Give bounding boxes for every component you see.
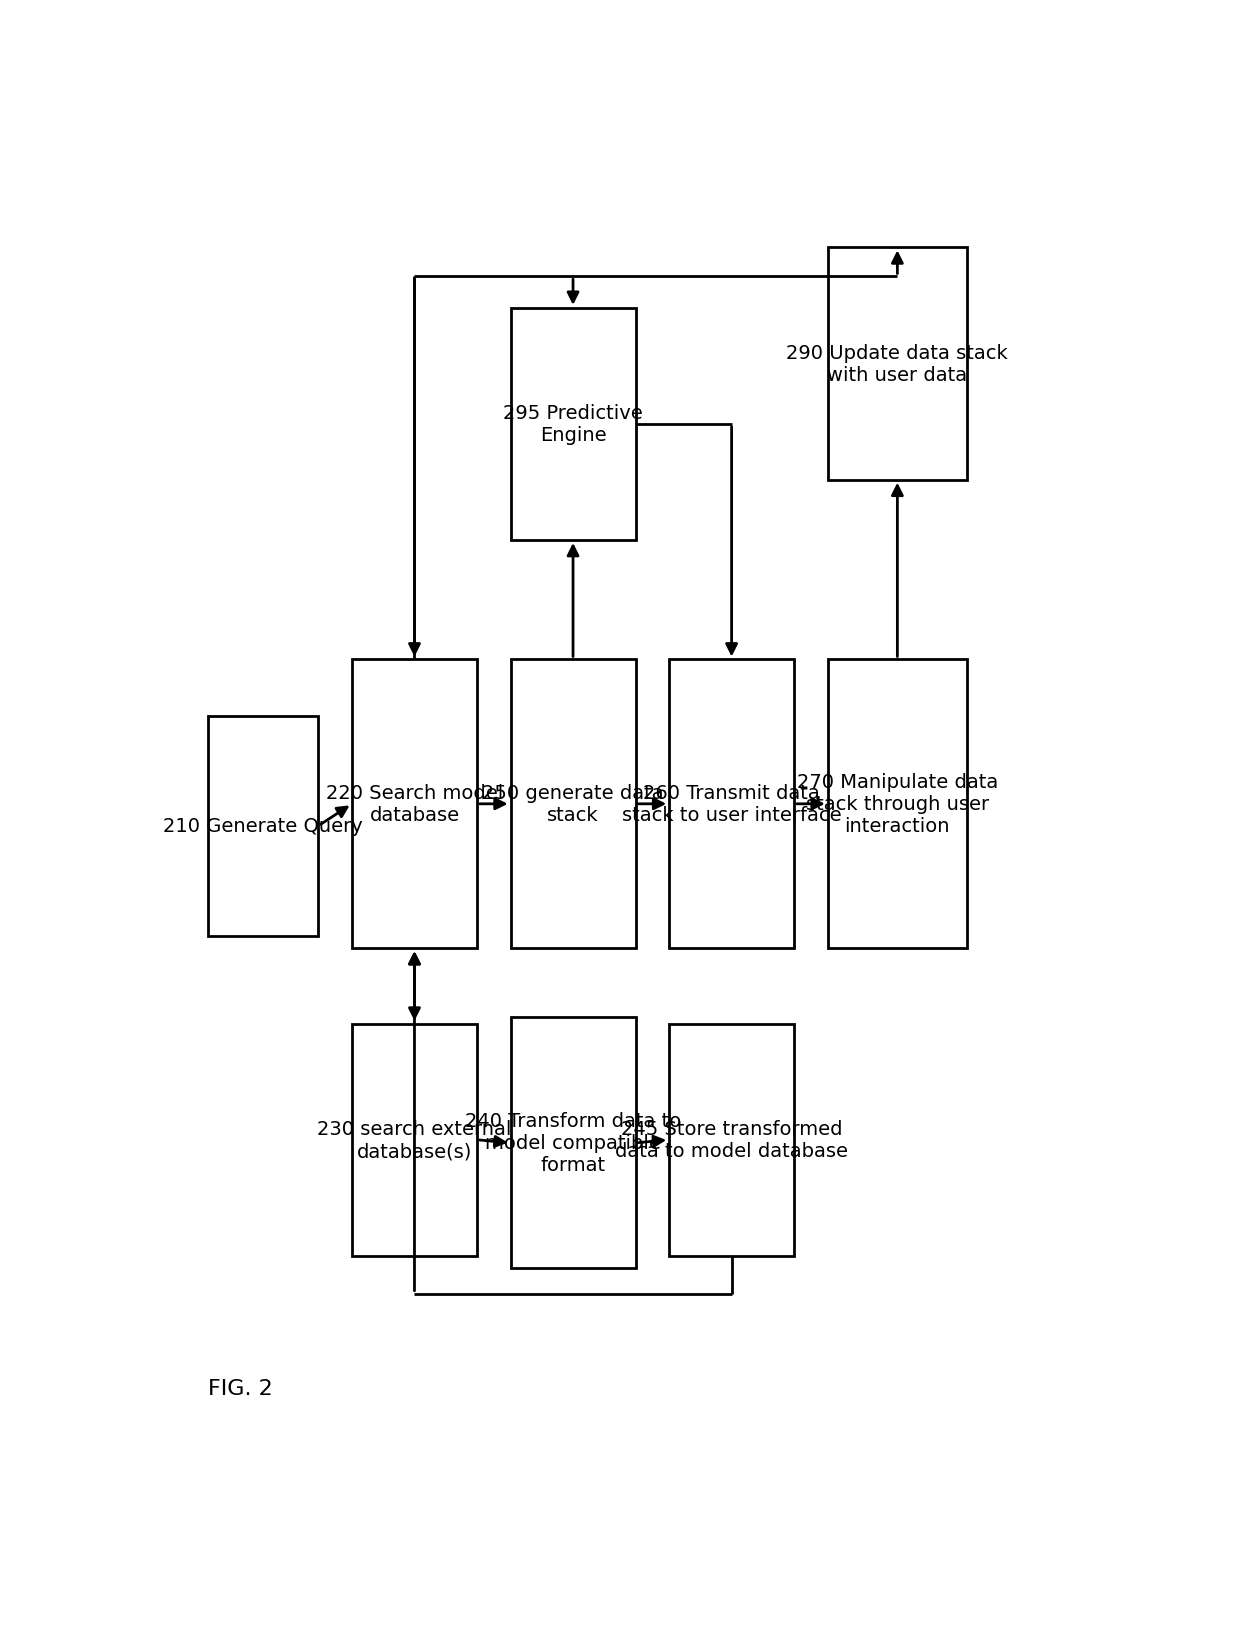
Bar	[511, 308, 635, 541]
Text: 230 search external
database(s): 230 search external database(s)	[317, 1120, 512, 1161]
Text: 240 Transform data to
model compatible
format: 240 Transform data to model compatible f…	[465, 1112, 681, 1175]
Text: 245 Store transformed
data to model database: 245 Store transformed data to model data…	[615, 1120, 848, 1161]
Text: 250 generate data
stack: 250 generate data stack	[482, 784, 663, 825]
Text: 295 Predictive
Engine: 295 Predictive Engine	[503, 404, 642, 445]
Bar	[208, 717, 319, 936]
Bar	[670, 1024, 794, 1257]
Bar	[828, 248, 967, 481]
Text: 220 Search model
database: 220 Search model database	[326, 784, 503, 825]
Bar	[511, 660, 635, 949]
Text: 260 Transmit data
stack to user interface: 260 Transmit data stack to user interfac…	[621, 784, 842, 825]
Bar	[828, 660, 967, 949]
Text: 210 Generate Query: 210 Generate Query	[164, 817, 363, 836]
Bar	[511, 1017, 635, 1268]
Bar	[352, 660, 477, 949]
Text: 290 Update data stack
with user data: 290 Update data stack with user data	[786, 344, 1008, 385]
Text: FIG. 2: FIG. 2	[208, 1377, 273, 1399]
Text: 270 Manipulate data
stack through user
interaction: 270 Manipulate data stack through user i…	[797, 773, 998, 836]
Bar	[670, 660, 794, 949]
Bar	[352, 1024, 477, 1257]
